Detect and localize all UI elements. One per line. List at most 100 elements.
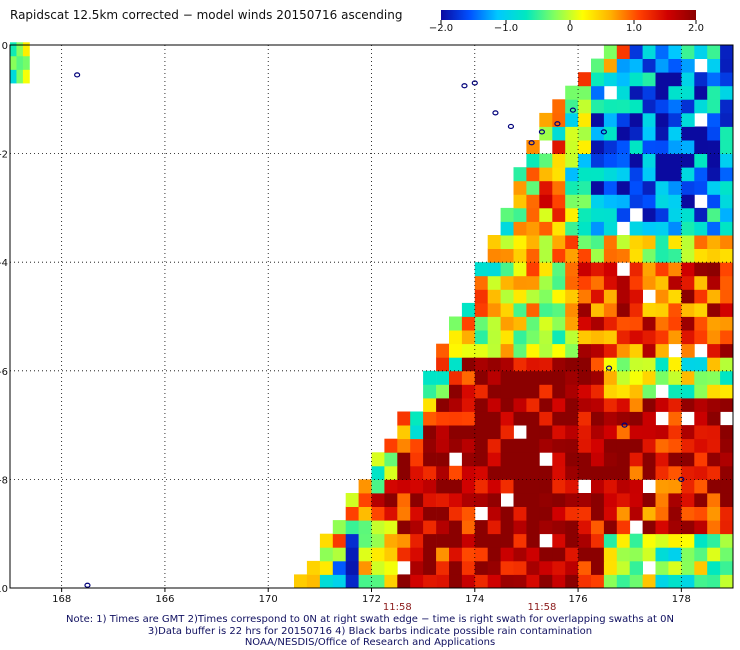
heatmap-cell <box>358 547 372 562</box>
heatmap-cell <box>487 248 501 263</box>
heatmap-cell <box>539 167 553 182</box>
heatmap-cell <box>461 425 476 440</box>
heatmap-cell <box>397 506 411 521</box>
heatmap-cell <box>694 438 708 453</box>
heatmap-cell <box>461 370 476 385</box>
heatmap-cell <box>655 574 669 589</box>
heatmap-cell <box>707 452 721 467</box>
heatmap-cell <box>668 574 682 589</box>
heatmap-cell <box>423 493 437 507</box>
heatmap-cell <box>449 560 463 575</box>
heatmap-cell <box>500 560 514 575</box>
heatmap-cell <box>629 397 643 412</box>
heatmap-cell <box>707 275 721 290</box>
heatmap-cell <box>668 167 682 182</box>
heatmap-cell <box>681 357 695 372</box>
island-outline <box>461 83 468 89</box>
heatmap-cell <box>629 262 643 277</box>
heatmap-cell <box>591 547 605 562</box>
heatmap-cell <box>591 574 605 589</box>
heatmap-cell <box>371 452 385 467</box>
heatmap-cell <box>513 560 527 575</box>
heatmap-cell <box>578 207 592 222</box>
heatmap-cell <box>539 425 553 440</box>
heatmap-cell <box>707 302 721 317</box>
heatmap-cell <box>565 180 579 195</box>
heatmap-cell <box>591 262 605 277</box>
heatmap-cell <box>578 520 592 535</box>
heatmap-cell <box>539 289 553 304</box>
heatmap-cell <box>397 438 411 453</box>
heatmap-cell <box>603 289 618 304</box>
heatmap-cell <box>629 465 643 480</box>
heatmap-cell <box>655 45 669 59</box>
heatmap-cell <box>539 384 553 399</box>
heatmap-cell <box>720 560 734 575</box>
heatmap-cell <box>655 248 669 263</box>
heatmap-cell <box>461 357 476 372</box>
heatmap-cell <box>681 397 695 412</box>
heatmap-cell <box>449 370 463 385</box>
heatmap-cell <box>319 574 334 589</box>
y-tick-label: -2 <box>0 150 8 161</box>
heatmap-cell <box>629 560 643 575</box>
heatmap-cell <box>565 289 579 304</box>
heatmap-cell <box>668 289 682 304</box>
heatmap-cell <box>694 397 708 412</box>
y-tick-label: 0 <box>2 41 8 52</box>
heatmap-cell <box>707 180 721 195</box>
heatmap-cell <box>552 275 566 290</box>
heatmap-cell <box>668 370 682 385</box>
heatmap-cell <box>461 533 476 548</box>
heatmap-cell <box>539 506 553 521</box>
heatmap-cell <box>591 330 605 345</box>
island-outline <box>569 107 577 113</box>
heatmap-cell <box>591 357 605 372</box>
heatmap-cell <box>655 533 669 548</box>
heatmap-cell <box>565 262 579 277</box>
heatmap-cell <box>513 438 527 453</box>
heatmap-cell <box>461 384 476 399</box>
heatmap-cell <box>616 520 631 535</box>
heatmap-cell <box>642 167 656 182</box>
heatmap-cell <box>591 275 605 290</box>
heatmap-cell <box>642 316 656 331</box>
heatmap-cell <box>449 547 463 562</box>
heatmap-cell <box>591 384 605 399</box>
heatmap-cell <box>552 235 566 249</box>
heatmap-cell <box>720 275 734 290</box>
heatmap-cell <box>487 262 501 277</box>
heatmap-cell <box>694 248 708 263</box>
heatmap-cell <box>500 221 514 236</box>
heatmap-cell <box>694 411 708 426</box>
heatmap-cell <box>668 85 682 100</box>
heatmap-cell <box>720 343 734 358</box>
heatmap-cell <box>720 493 734 507</box>
heatmap-cell <box>707 248 721 263</box>
heatmap-cell <box>306 560 321 575</box>
heatmap-cell <box>565 235 579 249</box>
heatmap-cell <box>539 316 553 331</box>
heatmap-cell <box>720 235 734 249</box>
heatmap-cell <box>616 425 631 440</box>
heatmap-cell <box>487 479 501 494</box>
heatmap-cell <box>591 99 605 114</box>
heatmap-cell <box>552 180 566 195</box>
heatmap-cell <box>487 384 501 399</box>
heatmap-cell <box>629 180 643 195</box>
heatmap-cell <box>526 452 540 467</box>
heatmap-cell <box>397 493 411 507</box>
heatmap-cell <box>500 438 514 453</box>
heatmap-cell <box>629 289 643 304</box>
heatmap-cell <box>642 493 656 507</box>
heatmap-cell <box>513 520 527 535</box>
heatmap-cell <box>487 452 501 467</box>
heatmap-cell <box>513 235 527 249</box>
heatmap-cell <box>539 248 553 263</box>
heatmap-cell <box>642 547 656 562</box>
heatmap-cell <box>694 235 708 249</box>
heatmap-cell <box>681 560 695 575</box>
heatmap-cell <box>10 42 17 57</box>
heatmap-cell <box>642 153 656 168</box>
heatmap-cell <box>681 72 695 87</box>
